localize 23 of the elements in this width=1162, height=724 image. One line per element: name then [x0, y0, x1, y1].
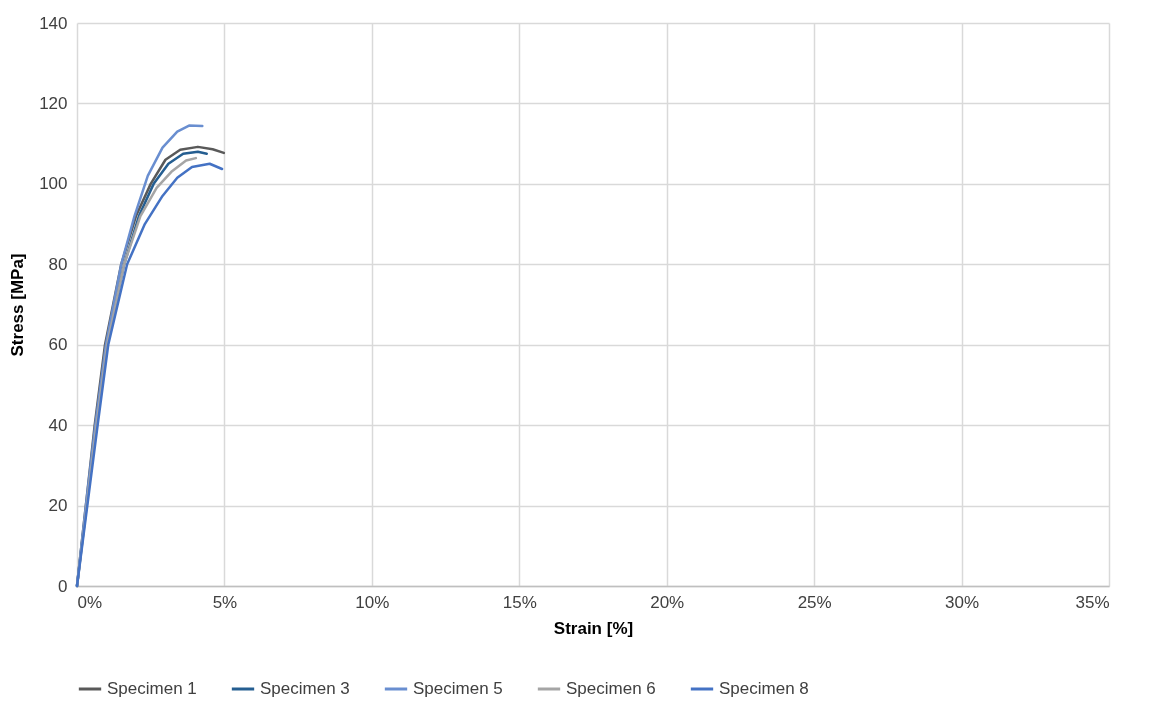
- y-axis-title: Stress [MPa]: [8, 253, 28, 357]
- x-tick-label: 10%: [355, 592, 390, 612]
- legend-label: Specimen 3: [260, 679, 350, 698]
- legend-label: Specimen 1: [107, 679, 197, 698]
- x-tick-label: 30%: [945, 592, 980, 612]
- x-tick-label: 5%: [212, 592, 238, 612]
- y-tick-label: 0: [58, 576, 68, 596]
- legend-label: Specimen 6: [566, 679, 656, 698]
- x-tick-label: 35%: [1075, 592, 1110, 612]
- x-axis-title: Strain [%]: [553, 618, 634, 638]
- y-tick-label: 60: [48, 335, 68, 355]
- legend-label: Specimen 5: [413, 679, 503, 698]
- y-tick-label: 20: [48, 496, 68, 516]
- y-tick-label: 40: [48, 415, 68, 435]
- x-tick-label: 20%: [650, 592, 685, 612]
- x-tick-label: 15%: [502, 592, 537, 612]
- y-tick-label: 80: [48, 254, 68, 274]
- x-tick-label: 25%: [797, 592, 832, 612]
- x-tick-label: 0%: [77, 592, 103, 612]
- y-tick-label: 140: [39, 13, 68, 33]
- y-tick-label: 120: [39, 93, 68, 113]
- y-tick-label: 100: [39, 174, 68, 194]
- legend-label: Specimen 8: [719, 679, 809, 698]
